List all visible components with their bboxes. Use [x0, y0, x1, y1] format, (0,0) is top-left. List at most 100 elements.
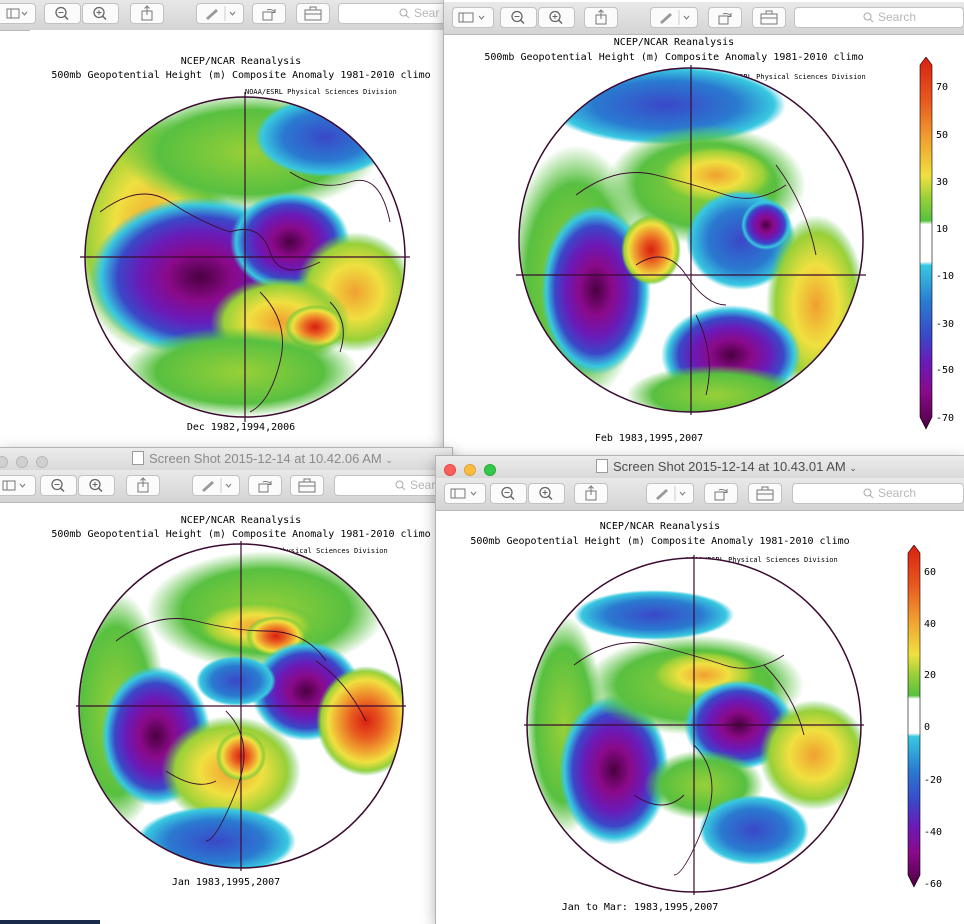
minimize-button[interactable] [464, 464, 476, 476]
zoom-in-button[interactable] [528, 483, 565, 504]
zoom-out-button[interactable] [40, 475, 77, 496]
markup-button[interactable] [650, 7, 698, 28]
zoom-in-icon [93, 6, 107, 21]
search-input[interactable]: Sear [334, 475, 452, 496]
window-titlebar[interactable]: Screen Shot 2015-12-14 at 10.42.06 AM ⌄ [0, 448, 452, 470]
magnifier-icon [863, 488, 874, 499]
pen-markup-icon [206, 6, 236, 21]
share-button[interactable] [126, 475, 160, 496]
markup-button[interactable] [196, 3, 244, 24]
map-header-line1: NCEP/NCAR Reanalysis [599, 521, 721, 532]
chevron-down-icon[interactable]: ⌄ [849, 463, 857, 473]
colorbar-label: 0 [924, 722, 930, 733]
magnifier-icon [863, 12, 874, 23]
minimize-button[interactable] [16, 456, 28, 468]
anomaly-map [524, 555, 864, 895]
markup-button[interactable] [192, 475, 240, 496]
toolbox-icon [298, 478, 316, 493]
map-header-line1: NCEP/NCAR Reanalysis [180, 515, 302, 526]
rotate-button[interactable] [252, 3, 286, 24]
sidebar-toggle-button[interactable] [0, 3, 36, 24]
colorbar-label: -10 [936, 271, 954, 282]
magnifier-icon [399, 8, 410, 19]
window-titlebar[interactable]: Screen Shot 2015-12-14 at 10.43.01 AM ⌄ [436, 456, 964, 478]
share-icon [141, 5, 153, 21]
toolbar: Sear [0, 470, 452, 503]
map-header-line2: 500mb Geopotential Height (m) Composite … [484, 52, 864, 63]
zoom-out-icon [511, 10, 525, 25]
anomaly-map [76, 541, 406, 871]
pen-markup-icon [656, 486, 686, 501]
zoom-out-button[interactable] [44, 3, 81, 24]
zoom-out-icon [55, 6, 69, 21]
colorbar-label: -50 [936, 365, 954, 376]
zoom-out-icon [501, 486, 515, 501]
zoom-out-button[interactable] [500, 7, 537, 28]
rotate-icon [258, 481, 272, 493]
background-window-sliver [0, 920, 100, 924]
zoom-out-button[interactable] [490, 483, 527, 504]
sidebar-toggle-icon [458, 12, 485, 23]
rotate-icon [262, 9, 276, 21]
zoom-in-button[interactable] [538, 7, 575, 28]
window-title: Screen Shot 2015-12-14 at 10.42.06 AM [149, 451, 382, 466]
sidebar-toggle-button[interactable] [444, 483, 486, 504]
share-button[interactable] [574, 483, 608, 504]
map-header-line3: NOAA/ESRL Physical Sciences Division [236, 547, 388, 555]
sidebar-toggle-button[interactable] [452, 7, 494, 28]
map-header-line2: 500mb Geopotential Height (m) Composite … [51, 70, 431, 81]
window-controls [0, 453, 56, 475]
window-controls [444, 461, 504, 483]
rotate-button[interactable] [708, 7, 742, 28]
zoom-in-button[interactable] [82, 3, 119, 24]
map-header-line2: 500mb Geopotential Height (m) Composite … [470, 536, 850, 547]
document-icon [132, 451, 144, 465]
rotate-icon [718, 13, 732, 25]
zoom-in-button[interactable] [78, 475, 115, 496]
sidebar-toggle-icon [6, 8, 28, 19]
search-placeholder: Sear [414, 6, 440, 20]
sidebar-toggle-button[interactable] [0, 475, 36, 496]
map-caption: Jan to Mar: 1983,1995,2007 [561, 902, 719, 913]
rotate-button[interactable] [704, 483, 738, 504]
search-input[interactable]: Search [794, 7, 964, 28]
colorbar-label: 70 [936, 82, 948, 93]
share-icon [585, 485, 597, 501]
zoom-window-button[interactable] [36, 456, 48, 468]
toolbox-button[interactable] [752, 7, 786, 28]
close-button[interactable] [0, 456, 8, 468]
map-header-line3: NOAA/ESRL Physical Sciences Division [245, 88, 397, 96]
search-input[interactable]: Search [792, 483, 964, 504]
search-placeholder: Search [878, 486, 917, 500]
anomaly-map [80, 92, 410, 422]
preview-window-jfm[interactable]: Screen Shot 2015-12-14 at 10.43.01 AM ⌄ … [436, 456, 964, 924]
share-button[interactable] [584, 7, 618, 28]
share-button[interactable] [130, 3, 164, 24]
preview-window-dec[interactable]: Sear NCEP/NCAR Reanalysis 500mb Geopoten… [0, 0, 452, 452]
document-canvas: NCEP/NCAR Reanalysis 500mb Geopotential … [30, 503, 452, 924]
markup-button[interactable] [646, 483, 694, 504]
colorbar-label: 10 [936, 224, 948, 235]
toolbox-button[interactable] [296, 3, 330, 24]
search-input[interactable]: Sear [338, 3, 452, 24]
search-placeholder: Sear [410, 478, 436, 492]
anomaly-map [516, 65, 866, 415]
colorbar-label: 30 [936, 177, 948, 188]
rotate-button[interactable] [248, 475, 282, 496]
document-canvas: NCEP/NCAR Reanalysis 500mb Geopotential … [444, 35, 964, 455]
toolbox-button[interactable] [748, 483, 782, 504]
preview-window-feb[interactable]: Search NCEP/NCAR Reanalysis 500mb Geopot… [444, 0, 964, 455]
preview-window-jan[interactable]: Screen Shot 2015-12-14 at 10.42.06 AM ⌄ … [0, 448, 452, 924]
colorbar: 70 50 30 10 -10 -30 -50 -70 [919, 57, 954, 430]
colorbar-label: 60 [924, 567, 936, 578]
pen-markup-icon [660, 10, 690, 25]
colorbar-label: -30 [936, 319, 954, 330]
colorbar-label: -70 [936, 413, 954, 424]
close-button[interactable] [444, 464, 456, 476]
sidebar-toggle-icon [450, 488, 477, 499]
zoom-window-button[interactable] [484, 464, 496, 476]
chevron-down-icon[interactable]: ⌄ [385, 455, 393, 465]
toolbox-button[interactable] [290, 475, 324, 496]
document-canvas: NCEP/NCAR Reanalysis 500mb Geopotential … [30, 30, 452, 452]
toolbox-icon [304, 6, 322, 21]
